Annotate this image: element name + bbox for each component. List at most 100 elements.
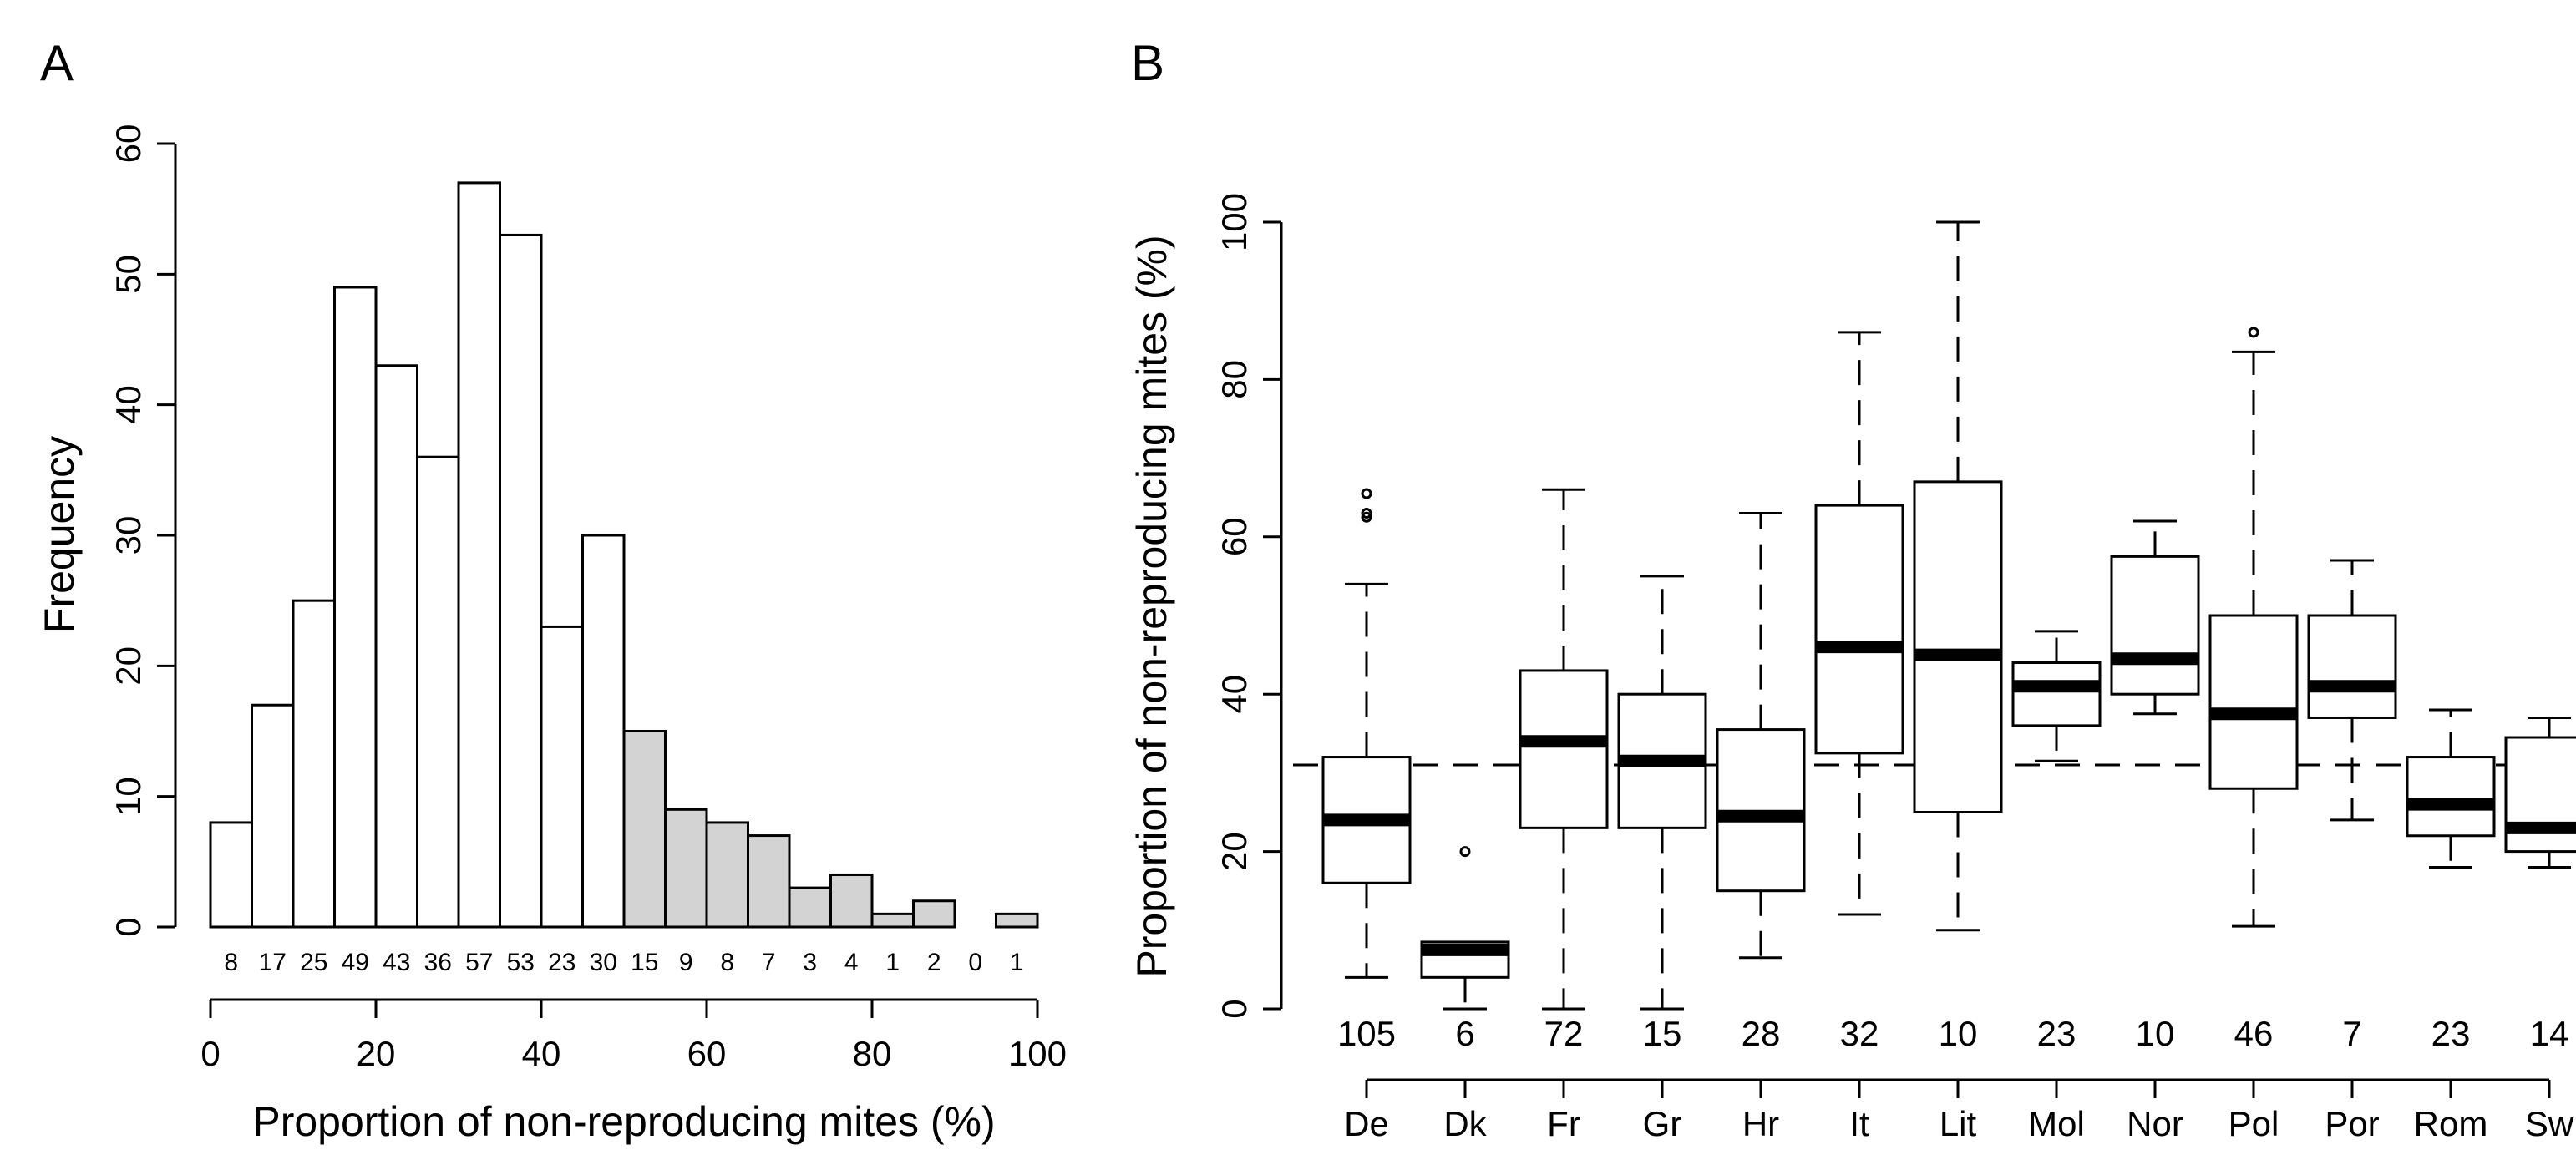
boxplot-group-de — [1321, 488, 1412, 979]
histogram-bar — [333, 286, 378, 929]
histogram-count-label: 23 — [548, 949, 576, 976]
boxplot-x-tick-label: Mol — [2028, 1104, 2085, 1143]
histogram-bar — [499, 233, 543, 929]
histogram-bar — [416, 455, 460, 929]
boxplot-x-tick-label: De — [1344, 1104, 1389, 1143]
boxplot-x-tick-label: Lit — [1940, 1104, 1977, 1143]
boxplot-group-pol — [2208, 327, 2299, 928]
panel-b-label: B — [1131, 35, 1164, 91]
outlier-point — [2248, 327, 2259, 338]
histogram-x-tick-label: 100 — [1008, 1034, 1067, 1073]
histogram-count-label: 17 — [259, 949, 287, 976]
boxplot-group-nor — [2110, 519, 2200, 716]
histogram-bar — [912, 899, 956, 929]
histogram-count-label: 25 — [300, 949, 327, 976]
box — [2504, 736, 2576, 854]
histogram-y-tick-label: 0 — [109, 917, 148, 936]
boxplot-x-tick-label: Pol — [2229, 1104, 2279, 1143]
histogram-bar — [747, 834, 791, 929]
sample-size-label: 28 — [1742, 1014, 1781, 1053]
histogram-count-label: 1 — [1010, 949, 1024, 976]
sample-size-label: 105 — [1337, 1014, 1396, 1053]
histogram-bar — [292, 599, 336, 929]
histogram-bar — [457, 181, 501, 929]
sample-size-label: 6 — [1455, 1014, 1474, 1053]
boxplot-y-tick-label: 40 — [1214, 675, 1254, 714]
boxplot-y-axis: 0 20 40 60 80 100 — [1214, 193, 1283, 1019]
box — [2406, 756, 2496, 838]
boxplot-group-dk — [1420, 846, 1510, 1011]
histogram-bar — [995, 912, 1039, 929]
sample-size-label: 23 — [2431, 1014, 2471, 1053]
histogram-bar — [540, 625, 584, 929]
boxplot-chart: 0 20 40 60 80 100 105 6 72 15 28 32 10 23 10 46 7 23 14 D… — [1128, 193, 2576, 1143]
histogram-count-label: 8 — [720, 949, 734, 976]
boxplot-group-fr — [1519, 488, 1609, 1011]
histogram-bar — [870, 912, 915, 929]
histogram-count-label: 8 — [224, 949, 238, 976]
boxplot-x-tick-label: Gr — [1643, 1104, 1682, 1143]
boxplot-group-it — [1814, 331, 1904, 916]
histogram-y-tick-label: 10 — [109, 777, 148, 816]
boxplot-group-lit — [1913, 220, 2003, 932]
histogram-bars — [209, 181, 1039, 929]
boxplot-x-tick-label: Hr — [1742, 1104, 1779, 1143]
panel-a-label: A — [40, 35, 74, 91]
box — [2208, 614, 2299, 790]
histogram-count-label: 43 — [383, 949, 410, 976]
histogram-x-tick-label: 80 — [853, 1034, 892, 1073]
boxplot-x-tick-label: Dk — [1443, 1104, 1487, 1143]
sample-size-label: 46 — [2234, 1014, 2274, 1053]
box — [1913, 480, 2003, 813]
histogram-count-label: 9 — [679, 949, 693, 976]
boxplot-y-tick-label: 80 — [1214, 360, 1254, 399]
histogram-x-tick-label: 0 — [200, 1034, 220, 1073]
boxplot-x-tick-label: Fr — [1547, 1104, 1580, 1143]
histogram-count-label: 53 — [507, 949, 535, 976]
sample-size-label: 15 — [1643, 1014, 1682, 1053]
sample-size-label: 14 — [2530, 1014, 2569, 1053]
histogram-x-tick-label: 40 — [522, 1034, 561, 1073]
sample-size-label: 7 — [2342, 1014, 2361, 1053]
histogram-count-label: 7 — [762, 949, 776, 976]
histogram-y-tick-label: 40 — [109, 385, 148, 424]
boxplot-group-sw — [2504, 716, 2576, 869]
histogram-count-label: 0 — [968, 949, 982, 976]
outlier-point — [1459, 846, 1471, 858]
sample-size-label: 32 — [1840, 1014, 1879, 1053]
histogram-bar — [829, 873, 874, 929]
histogram-y-tick-label: 20 — [109, 646, 148, 686]
sample-size-label: 23 — [2037, 1014, 2077, 1053]
boxplot-group-hr — [1716, 512, 1806, 960]
histogram-y-axis: 0 10 20 30 40 50 60 — [109, 124, 177, 937]
boxplot-group-mol — [2011, 630, 2102, 762]
box — [1519, 669, 1609, 829]
boxplot-x-axis: De Dk Fr Gr Hr It Lit Mol Nor Pol Por Rom Sw — [1344, 1078, 2574, 1143]
histogram-y-axis-label: Frequency — [36, 436, 83, 633]
boxplot-y-tick-label: 60 — [1214, 517, 1254, 556]
histogram-count-label: 36 — [424, 949, 452, 976]
histogram-count-label: 1 — [885, 949, 900, 976]
outlier-point — [1361, 488, 1372, 499]
histogram-x-tick-label: 60 — [687, 1034, 727, 1073]
histogram-bar — [251, 703, 295, 929]
histogram-x-axis: 0 20 40 60 80 100 — [200, 998, 1067, 1073]
boxplot-group-por — [2307, 559, 2397, 822]
histogram-y-tick-label: 30 — [109, 516, 148, 555]
histogram-y-tick-label: 60 — [109, 124, 148, 164]
histogram-bar — [664, 808, 708, 929]
boxplot-x-tick-label: Sw — [2525, 1104, 2574, 1143]
boxplot-y-tick-label: 100 — [1214, 193, 1254, 251]
boxplot-y-axis-label: Proportion of non-reproducing mites (%) — [1128, 235, 1175, 977]
boxplot-group-gr — [1617, 575, 1707, 1011]
box — [2011, 661, 2102, 727]
boxplot-x-tick-label: Nor — [2127, 1104, 2183, 1143]
histogram-bar — [374, 364, 418, 929]
box — [1814, 504, 1904, 755]
histogram-count-label: 30 — [590, 949, 617, 976]
boxplot-x-tick-label: It — [1849, 1104, 1869, 1143]
histogram-bar — [622, 730, 667, 929]
histogram-count-label: 2 — [927, 949, 941, 976]
histogram-bar — [209, 821, 253, 929]
